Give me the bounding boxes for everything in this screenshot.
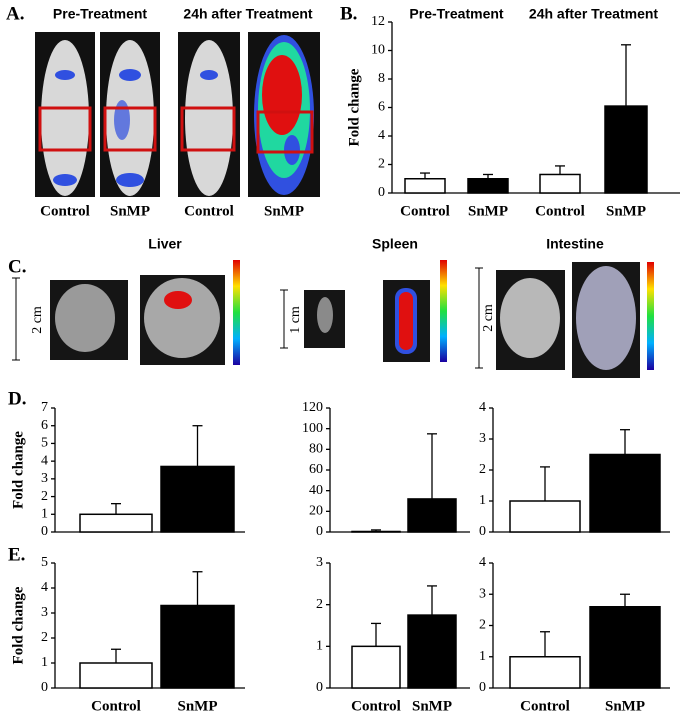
image-label: Control <box>184 203 234 219</box>
y-tick-label: 2 <box>316 597 323 612</box>
y-tick-label: 3 <box>41 471 48 486</box>
y-tick-label: 7 <box>41 400 48 415</box>
rat-images <box>35 32 320 197</box>
y-tick-label: 3 <box>479 431 486 446</box>
y-tick-label: 20 <box>309 504 323 519</box>
annotation: Pre-Treatment <box>409 6 503 22</box>
x-tick-label: Control <box>91 698 141 714</box>
bar <box>589 453 661 533</box>
y-tick-label: 6 <box>378 100 385 115</box>
bar <box>589 606 661 689</box>
organ-title: Intestine <box>546 236 604 252</box>
bar <box>407 498 457 533</box>
y-tick-label: 0 <box>316 524 323 539</box>
y-tick-label: 4 <box>41 580 48 595</box>
y-tick-label: 4 <box>378 128 385 143</box>
y-tick-label: 2 <box>479 462 486 477</box>
y-tick-label: 60 <box>309 462 323 477</box>
bar <box>79 662 153 689</box>
bar <box>160 465 235 533</box>
organ-images <box>12 260 654 378</box>
y-tick-label: 0 <box>479 524 486 539</box>
panel-label: E. <box>8 544 25 565</box>
bar <box>604 105 648 194</box>
scale-label: 2 cm <box>30 306 45 334</box>
y-tick-label: 0 <box>378 185 385 200</box>
y-tick-label: 1 <box>479 649 486 664</box>
header: 24h after Treatment <box>183 6 312 22</box>
y-tick-label: 1 <box>316 639 323 654</box>
x-tick-label: SnMP <box>468 203 508 219</box>
y-tick-label: 5 <box>41 436 48 451</box>
y-tick-label: 2 <box>479 618 486 633</box>
y-tick-label: 12 <box>371 14 385 29</box>
y-tick-label: 3 <box>41 605 48 620</box>
y-tick-label: 100 <box>302 421 323 436</box>
annotation: 24h after Treatment <box>529 6 658 22</box>
x-tick-label: Control <box>535 203 585 219</box>
bar <box>467 178 509 194</box>
image-label: SnMP <box>264 203 304 219</box>
y-tick-label: 1 <box>479 493 486 508</box>
y-tick-label: 0 <box>41 680 48 695</box>
panel-label: C. <box>8 256 26 277</box>
y-tick-label: 1 <box>41 655 48 670</box>
panel-label: A. <box>6 3 24 24</box>
panel-label: B. <box>340 3 357 24</box>
y-tick-label: 1 <box>41 507 48 522</box>
y-tick-label: 0 <box>316 680 323 695</box>
bar <box>407 614 457 689</box>
organ-title: Liver <box>148 236 182 252</box>
y-tick-label: 2 <box>378 157 385 172</box>
header: Pre-Treatment <box>53 6 147 22</box>
y-tick-label: 4 <box>479 555 486 570</box>
y-axis-label: Fold change <box>10 586 26 664</box>
scale-label: 2 cm <box>481 304 496 332</box>
x-tick-label: SnMP <box>605 698 645 714</box>
y-tick-label: 40 <box>309 483 323 498</box>
bar <box>509 656 581 689</box>
bar <box>351 530 401 533</box>
bar <box>509 500 581 533</box>
panel-label: D. <box>8 388 26 409</box>
bar <box>539 173 581 194</box>
y-tick-label: 0 <box>479 680 486 695</box>
x-tick-label: Control <box>351 698 401 714</box>
y-tick-label: 3 <box>479 586 486 601</box>
organ-title: Spleen <box>372 236 418 252</box>
y-axis-label: Fold change <box>346 68 362 146</box>
y-tick-label: 8 <box>378 71 385 86</box>
y-tick-label: 80 <box>309 442 323 457</box>
image-label: Control <box>40 203 90 219</box>
x-tick-label: SnMP <box>412 698 452 714</box>
x-tick-label: Control <box>520 698 570 714</box>
y-tick-label: 3 <box>316 555 323 570</box>
y-axis-label: Fold change <box>10 431 26 509</box>
y-tick-label: 120 <box>302 400 323 415</box>
bar <box>79 513 153 533</box>
y-tick-label: 10 <box>371 43 385 58</box>
y-tick-label: 2 <box>41 489 48 504</box>
image-label: SnMP <box>110 203 150 219</box>
x-tick-label: Control <box>400 203 450 219</box>
bar <box>351 645 401 689</box>
y-tick-label: 5 <box>41 555 48 570</box>
y-tick-label: 4 <box>41 453 48 468</box>
y-tick-label: 2 <box>41 630 48 645</box>
y-tick-label: 4 <box>479 400 486 415</box>
x-tick-label: SnMP <box>606 203 646 219</box>
scale-label: 1 cm <box>288 306 303 334</box>
y-tick-label: 0 <box>41 524 48 539</box>
x-tick-label: SnMP <box>177 698 217 714</box>
y-tick-label: 6 <box>41 418 48 433</box>
bar <box>160 604 235 689</box>
bar <box>404 178 446 194</box>
